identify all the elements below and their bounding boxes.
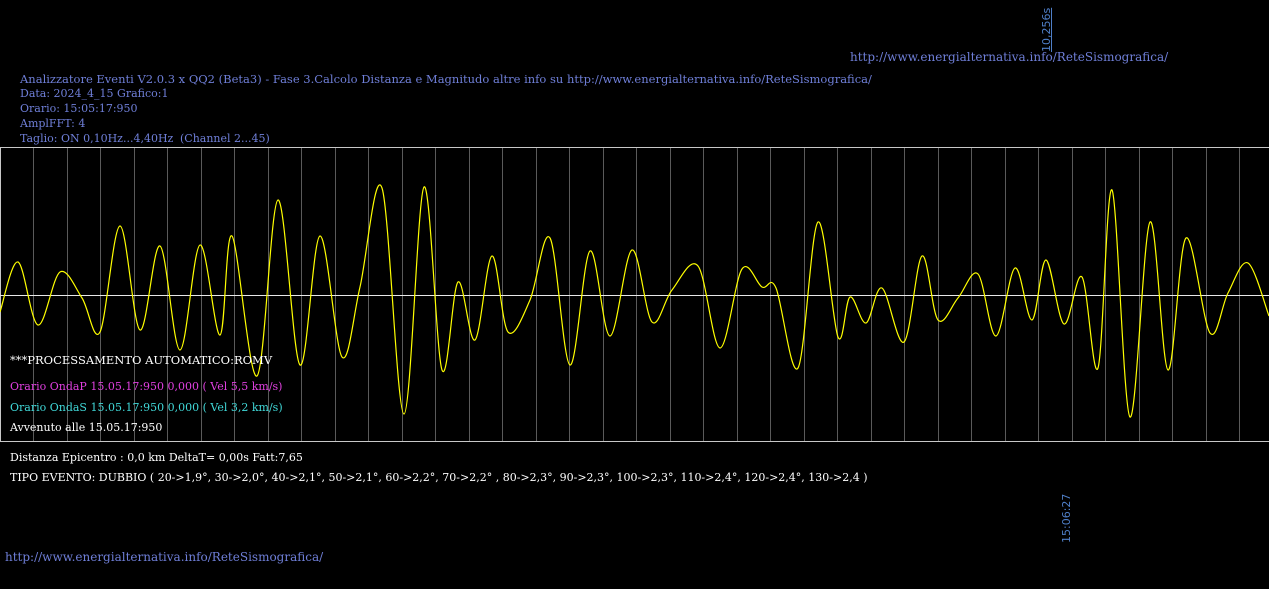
top-url[interactable]: http://www.energialternativa.info/ReteSi… (850, 50, 1169, 64)
distance-label: Distanza Epicentro : 0,0 km DeltaT= 0,00… (10, 451, 303, 464)
bottom-url[interactable]: http://www.energialternativa.info/ReteSi… (5, 550, 324, 564)
duration-vertical-label: 10,256s (1040, 7, 1053, 52)
ampl-line: AmplFFT: 4 (20, 117, 86, 130)
channel-line: (Channel 2...45) (180, 132, 270, 145)
grid-lines (33, 148, 1240, 441)
end-time-vertical-label: 15:06:27 (1060, 493, 1073, 543)
onda-s-label: Orario OndaS 15.05.17:950 0,000 ( Vel 3,… (10, 401, 283, 414)
date-line: Data: 2024_4_15 Grafico:1 (20, 87, 169, 100)
seismic-trace (0, 184, 1269, 418)
title-line: Analizzatore Eventi V2.0.3 x QQ2 (Beta3)… (20, 72, 872, 86)
filter-line: Taglio: ON 0,10Hz...4,40Hz (20, 132, 174, 145)
event-type-label: TIPO EVENTO: DUBBIO ( 20->1,9°, 30->2,0°… (10, 471, 868, 484)
event-time-label: Avvenuto alle 15.05.17:950 (10, 421, 163, 434)
onda-p-label: Orario OndaP 15.05.17:950 0,000 ( Vel 5,… (10, 380, 283, 393)
processing-label: ***PROCESSAMENTO AUTOMATICO:ROMV (10, 353, 273, 367)
time-line: Orario: 15:05:17:950 (20, 102, 138, 115)
